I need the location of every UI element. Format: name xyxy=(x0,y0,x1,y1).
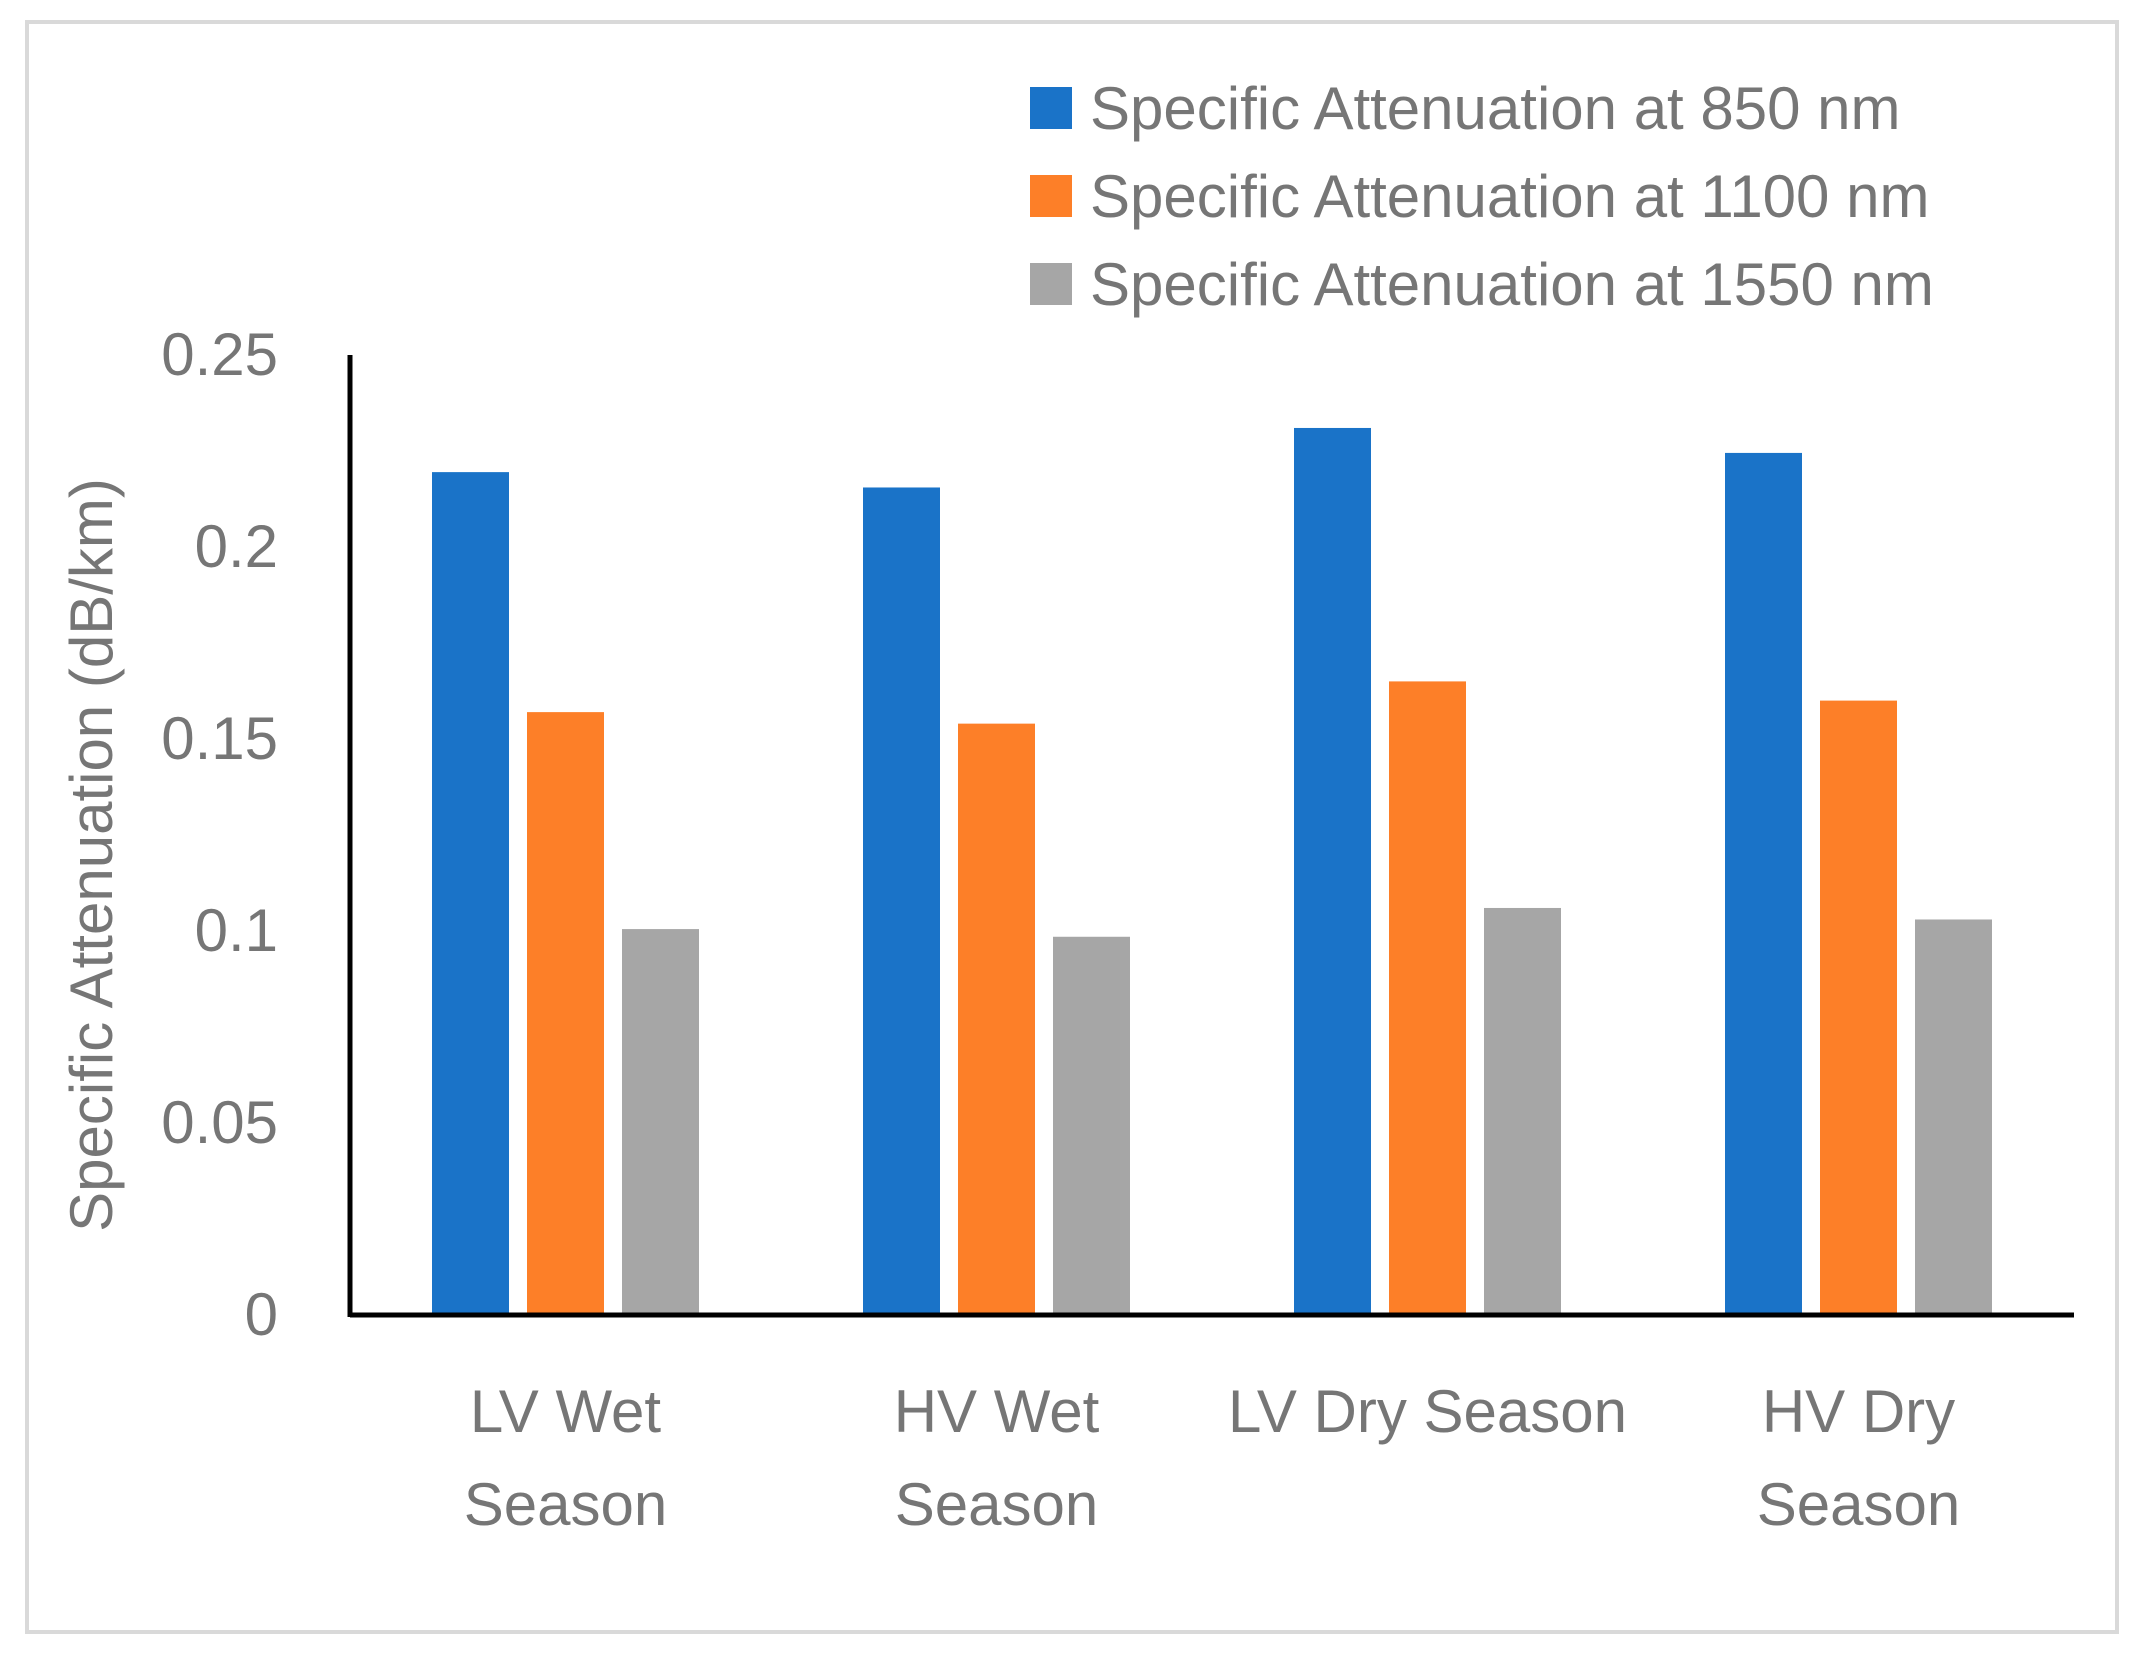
legend: Specific Attenuation at 850 nm Specific A… xyxy=(1030,75,1934,318)
bar-2-3 xyxy=(1389,681,1466,1315)
x-category-label: LV Wet xyxy=(470,1378,662,1445)
legend-swatch-2 xyxy=(1030,175,1072,217)
bar-3-4 xyxy=(1915,919,1992,1315)
x-category-label: HV Wet xyxy=(894,1378,1100,1445)
bars xyxy=(432,427,1992,1316)
y-axis-title: Specific Attenuation (dB/km) xyxy=(58,478,125,1232)
legend-label-3: Specific Attenuation at 1550 nm xyxy=(1090,251,1934,318)
bar-1-4 xyxy=(1725,452,1802,1315)
y-tick-label: 0.05 xyxy=(161,1089,278,1156)
x-axis-category-labels: LV Wet Season HV Wet Season LV Dry Season HV … xyxy=(464,1378,1961,1538)
legend-label-1: Specific Attenuation at 850 nm xyxy=(1090,75,1901,142)
bar-1-3 xyxy=(1294,427,1371,1316)
y-tick-label: 0.1 xyxy=(195,897,278,964)
y-axis-ticks: 0 0.05 0.1 0.15 0.2 0.25 xyxy=(161,321,278,1348)
legend-swatch-3 xyxy=(1030,263,1072,305)
bar-2-2 xyxy=(958,723,1035,1315)
bar-1-2 xyxy=(863,487,940,1316)
legend-label-2: Specific Attenuation at 1100 nm xyxy=(1090,163,1929,230)
bar-3-3 xyxy=(1484,907,1561,1315)
x-category-label: Season xyxy=(464,1471,668,1538)
y-tick-label: 0.15 xyxy=(161,705,278,772)
x-category-label: Season xyxy=(895,1471,1099,1538)
x-category-label: LV Dry Season xyxy=(1228,1378,1627,1445)
y-tick-label: 0.2 xyxy=(195,513,278,580)
y-tick-label: 0 xyxy=(245,1281,278,1348)
bar-1-1 xyxy=(432,472,509,1315)
bar-2-1 xyxy=(527,712,604,1315)
x-category-label: HV Dry xyxy=(1762,1378,1955,1445)
bar-3-1 xyxy=(622,929,699,1315)
legend-swatch-1 xyxy=(1030,87,1072,129)
bar-2-4 xyxy=(1820,700,1897,1315)
bar-3-2 xyxy=(1053,936,1130,1315)
x-category-label: Season xyxy=(1757,1471,1961,1538)
y-tick-label: 0.25 xyxy=(161,321,278,388)
